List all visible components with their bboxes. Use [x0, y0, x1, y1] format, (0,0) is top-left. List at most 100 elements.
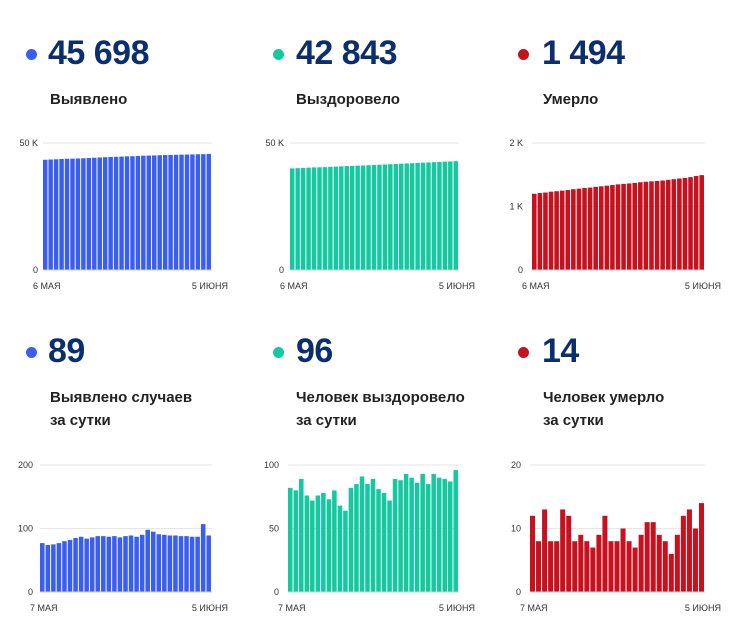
bar [660, 180, 665, 270]
bar [548, 541, 554, 592]
bar [409, 163, 415, 270]
bar [537, 193, 543, 270]
bar [649, 181, 654, 270]
bar [348, 487, 354, 592]
bar [604, 185, 610, 270]
stat-label: Выявлено случаев за сутки [50, 386, 192, 432]
bar [590, 547, 596, 592]
bar [349, 165, 355, 270]
bar [48, 159, 53, 270]
bar [532, 193, 537, 270]
bar [566, 515, 572, 592]
bar [102, 157, 108, 270]
bar [453, 161, 458, 270]
bar [300, 167, 306, 270]
bar [201, 154, 206, 270]
bar [290, 168, 295, 270]
bar [95, 536, 101, 592]
bar [333, 166, 339, 270]
bar [130, 156, 135, 270]
x-tick-label-end: 5 ИЮНЯ [439, 603, 475, 613]
bar [593, 186, 598, 270]
bar [650, 522, 656, 592]
legend-dot [518, 49, 529, 60]
bar [632, 547, 638, 592]
bar [354, 484, 359, 592]
stat-label-line: Умерло [543, 91, 599, 108]
bar [598, 186, 604, 270]
bar [195, 536, 200, 592]
bar [560, 509, 566, 592]
bar [447, 481, 453, 592]
bar [326, 499, 332, 592]
y-tick-label: 2 K [509, 138, 523, 148]
bar [381, 492, 387, 592]
bar [365, 484, 370, 592]
bar [40, 543, 45, 592]
bar [134, 536, 139, 592]
bar [62, 541, 67, 592]
bar [101, 536, 106, 592]
stat-panel: 1 494 Умерло 0 1 K 2 K 6 МАЯ 5 ИЮНЯ [492, 0, 738, 315]
bar [195, 154, 201, 270]
bar [610, 185, 615, 270]
bar [97, 157, 102, 270]
bar [293, 490, 299, 592]
y-tick-label: 1 K [509, 202, 523, 212]
bar [53, 159, 59, 270]
bar [426, 162, 431, 270]
bar [543, 192, 548, 270]
bar [306, 167, 311, 270]
bar [135, 155, 141, 270]
bar [420, 162, 426, 270]
stat-label: Выздоровело [296, 88, 400, 111]
bar [64, 158, 70, 270]
bar [45, 545, 51, 592]
bar [699, 175, 704, 270]
bar [431, 473, 436, 592]
bar [366, 165, 371, 270]
bar [315, 495, 321, 592]
bar [682, 177, 688, 270]
bar [112, 536, 117, 592]
bar [626, 183, 632, 270]
bar [665, 179, 671, 270]
stat-value: 89 [48, 332, 85, 370]
stat-value: 45 698 [48, 34, 150, 72]
stat-panel: 42 843 Выздоровело 0 50 K 6 МАЯ 5 ИЮНЯ [246, 0, 492, 315]
bar [554, 191, 559, 270]
bar [317, 167, 322, 270]
bar [559, 190, 565, 271]
bar [638, 182, 643, 270]
stat-label-line: за сутки [543, 412, 604, 429]
bar [620, 528, 626, 592]
bar [141, 155, 146, 270]
x-tick-label-start: 6 МАЯ [280, 281, 308, 291]
bar [337, 505, 343, 592]
y-tick-label: 50 K [19, 138, 38, 148]
x-tick-label-end: 5 ИЮНЯ [685, 603, 721, 613]
bar [388, 164, 393, 270]
y-tick-label: 0 [279, 265, 284, 275]
stat-label-line: Человек выздоровело [296, 389, 465, 406]
x-tick-label-end: 5 ИЮНЯ [192, 603, 228, 613]
bar [157, 155, 162, 270]
y-tick-label: 0 [518, 265, 523, 275]
bar [668, 553, 674, 592]
y-tick-label: 0 [516, 587, 521, 597]
bar-chart: 0 50 K 6 МАЯ 5 ИЮНЯ [19, 138, 228, 291]
stat-label-line: Выявлено [50, 91, 128, 108]
bar [626, 541, 632, 592]
bar [179, 154, 184, 270]
stat-label-line: Выздоровело [296, 91, 400, 108]
bar [615, 184, 621, 270]
x-tick-label-end: 5 ИЮНЯ [685, 281, 721, 291]
bar [173, 154, 179, 270]
bar [448, 161, 453, 270]
bar [92, 157, 97, 270]
bar-chart: 0 1 K 2 K 6 МАЯ 5 ИЮНЯ [509, 138, 721, 291]
bar [414, 482, 420, 592]
bar [644, 522, 650, 592]
bar [84, 538, 89, 592]
bar [56, 543, 62, 592]
